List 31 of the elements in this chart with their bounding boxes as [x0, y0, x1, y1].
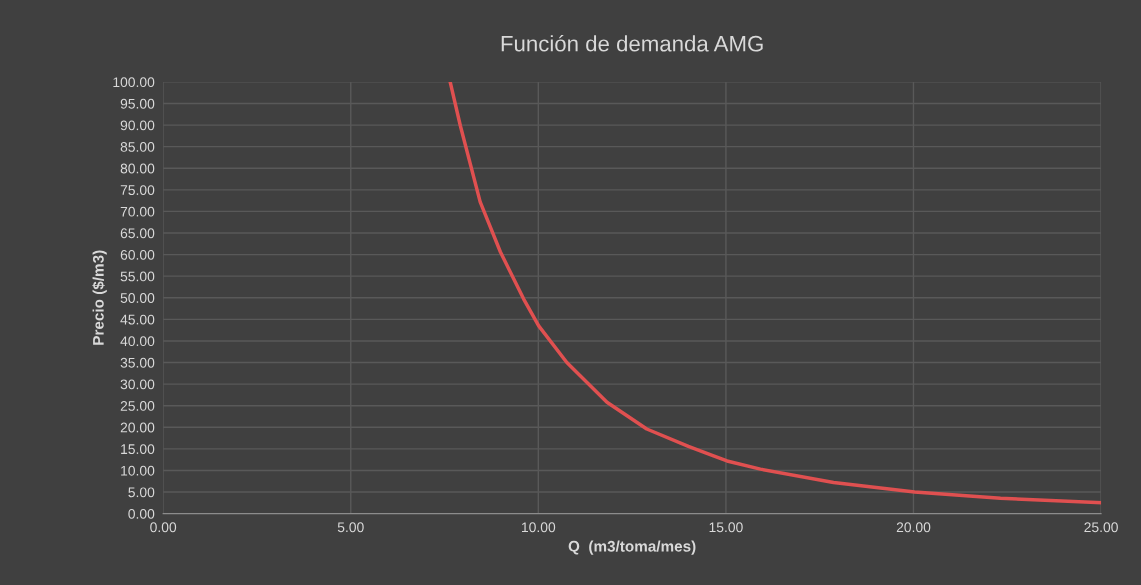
- x-axis-title: Q (m3/toma/mes): [568, 540, 696, 555]
- y-tick-label: 50.00: [120, 293, 155, 303]
- y-tick-label: 45.00: [120, 314, 155, 325]
- x-tick-label: 10.00: [522, 522, 556, 533]
- y-tick-label: 25.00: [120, 401, 155, 411]
- line-series: [448, 81, 1102, 505]
- y-tick-label: 75.00: [120, 185, 155, 195]
- y-tick-label: 85.00: [120, 141, 155, 152]
- y-tick-label: 20.00: [120, 422, 155, 433]
- y-tick-label: 0.00: [128, 508, 155, 519]
- y-tick-label: 90.00: [120, 120, 155, 131]
- y-tick-label: 5.00: [128, 487, 155, 498]
- y-tick-label: 15.00: [121, 444, 155, 455]
- x-tick-label: 15.00: [709, 522, 743, 533]
- y-tick-label: 80.00: [120, 163, 155, 174]
- y-tick-label: 10.00: [121, 465, 155, 476]
- y-tick-label: 60.00: [120, 249, 155, 260]
- y-tick-label: 40.00: [120, 336, 155, 347]
- y-axis-title: Precio ($/m3): [92, 250, 107, 345]
- x-tick-label: 0.00: [150, 522, 177, 533]
- y-tick-label: 55.00: [120, 271, 155, 282]
- x-tick-label: 25.00: [1084, 522, 1118, 533]
- y-tick-label: 95.00: [120, 98, 155, 109]
- x-tick-label: 20.00: [896, 522, 931, 533]
- y-tick-label: 35.00: [120, 357, 155, 368]
- y-tick-label: 70.00: [120, 206, 155, 217]
- y-tick-label: 65.00: [120, 228, 155, 239]
- x-tick-label: 5.00: [337, 522, 364, 533]
- chart-title: Función de demanda AMG: [501, 34, 763, 52]
- y-tick-label: 100.00: [113, 77, 155, 88]
- y-tick-label: 30.00: [120, 379, 155, 390]
